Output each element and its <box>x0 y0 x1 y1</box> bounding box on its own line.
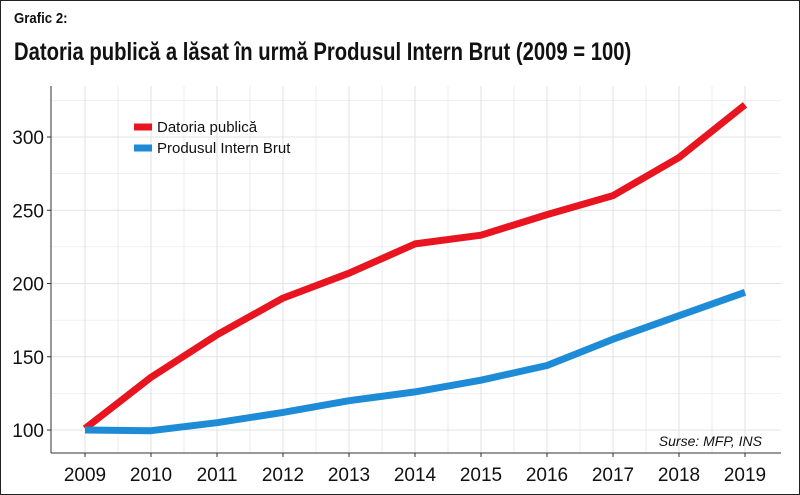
series <box>82 102 748 435</box>
y-tick-label: 300 <box>12 128 44 149</box>
y-tick-label: 150 <box>12 348 44 369</box>
x-tick-label: 2013 <box>328 465 370 486</box>
y-tick-label: 250 <box>12 201 44 222</box>
x-tick-label: 2016 <box>526 465 568 486</box>
x-tick-label: 2019 <box>724 465 766 486</box>
x-tick-label: 2018 <box>658 465 700 486</box>
x-tick-label: 2017 <box>592 465 634 486</box>
y-tick-label: 200 <box>12 275 44 296</box>
x-tick-label: 2011 <box>197 465 238 486</box>
chart-title: Datoria publică a lăsat în urmă Produsul… <box>14 38 632 66</box>
legend: Datoria publică Produsul Intern Brut <box>134 119 291 157</box>
chart-kicker: Grafic 2: <box>14 10 68 27</box>
x-tick-label: 2009 <box>64 465 106 486</box>
legend-label: Datoria publică <box>157 119 258 136</box>
source-note: Surse: MFP, INS <box>659 433 763 449</box>
x-tick-label: 2012 <box>262 465 304 486</box>
x-tick-label: 2014 <box>394 465 437 486</box>
x-tick-label: 2015 <box>460 465 502 486</box>
legend-label: Produsul Intern Brut <box>157 140 291 157</box>
axes: 100 150 200 250 300 2009 2010 2011 2012 2013 2014 2… <box>12 86 781 486</box>
series-line-0 <box>82 102 748 432</box>
x-tick-label: 2010 <box>130 465 172 486</box>
y-tick-label: 100 <box>12 421 44 442</box>
series-line-1 <box>84 289 747 435</box>
